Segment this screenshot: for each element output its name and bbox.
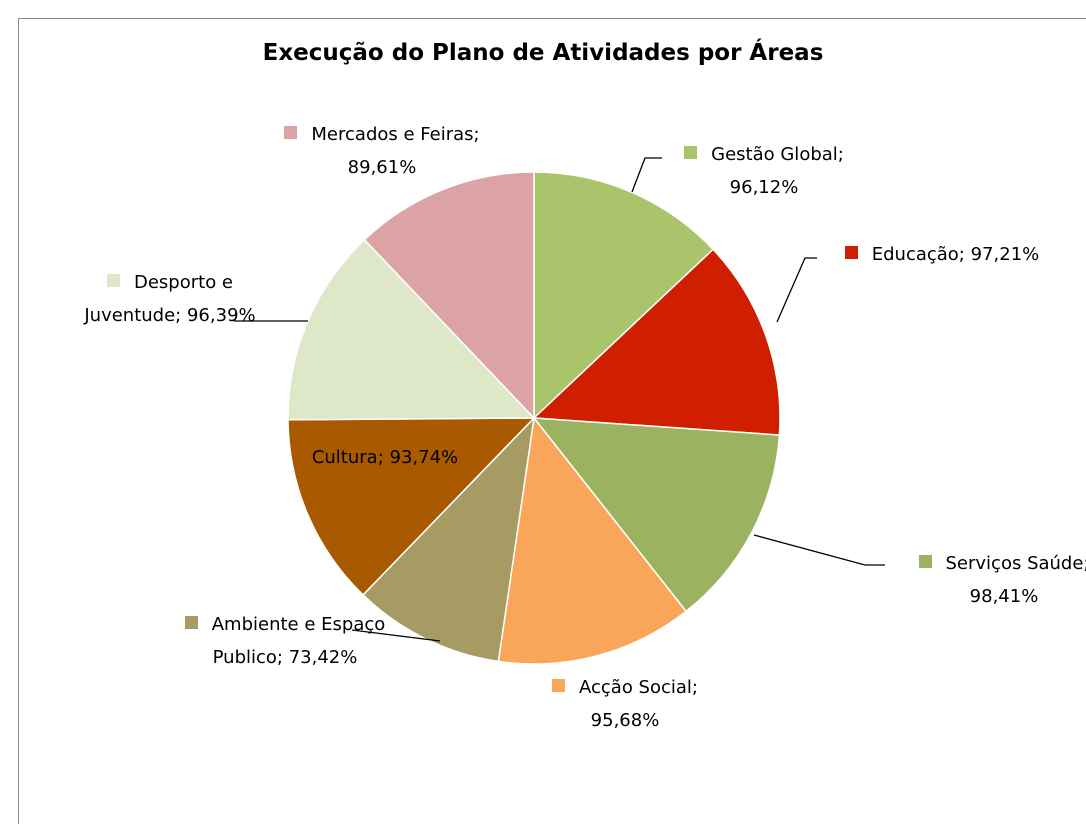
data-label: Desporto e Juventude; 96,39% (80, 266, 260, 332)
pie-slice (287, 238, 536, 421)
label-marker (684, 146, 698, 159)
label-marker (918, 555, 932, 568)
label-value: 98,41% (969, 586, 1039, 607)
label-category: Acção Social; (579, 677, 698, 698)
label-value: 96,12% (729, 177, 799, 198)
frame (18, 18, 1086, 824)
leader-line (351, 629, 441, 642)
chart-title: Execução do Plano de Atividades por Área… (262, 40, 824, 66)
pie-slice (533, 171, 715, 420)
data-label: Gestão Global; 96,12% (664, 138, 864, 204)
label-value: 73,42% (288, 647, 358, 668)
data-label: Ambiente e Espaço Publico; 73,42% (180, 608, 390, 674)
label-marker (106, 274, 120, 287)
data-label: Mercados e Feiras; 89,61% (282, 118, 482, 184)
data-label: Acção Social; 95,68% (540, 671, 710, 737)
label-marker (844, 246, 858, 259)
label-category: Cultura; (311, 447, 384, 468)
leader-line (753, 534, 885, 566)
label-category: Ambiente e Espaço Publico; (211, 614, 386, 668)
label-category: Serviços Saúde; (945, 553, 1086, 574)
label-category: Educação; (871, 244, 965, 265)
pie-slice (532, 417, 781, 613)
label-value: 95,68% (590, 710, 660, 731)
data-label: Serviços Saúde; 98,41% (884, 547, 1086, 613)
label-marker (552, 679, 565, 692)
label-value: 89,61% (347, 157, 417, 178)
pie-slice (287, 417, 536, 596)
pie-slice (497, 416, 688, 665)
pie-slice (532, 248, 781, 436)
label-marker (284, 126, 298, 139)
label-category: Gestão Global; (711, 144, 844, 165)
pie-slice (363, 171, 535, 420)
leader-line (776, 257, 817, 323)
label-value: 96,39% (186, 305, 256, 326)
label-value: 97,21% (970, 244, 1040, 265)
label-value: 93,74% (389, 447, 459, 468)
leader-line (631, 157, 662, 193)
label-category: Mercados e Feiras; (311, 124, 480, 145)
label-marker (184, 616, 198, 629)
data-label: Educação; 97,21% (822, 238, 1062, 271)
label-category: Desporto e Juventude; (84, 272, 234, 326)
data-label: Cultura; 93,74% (310, 441, 460, 474)
